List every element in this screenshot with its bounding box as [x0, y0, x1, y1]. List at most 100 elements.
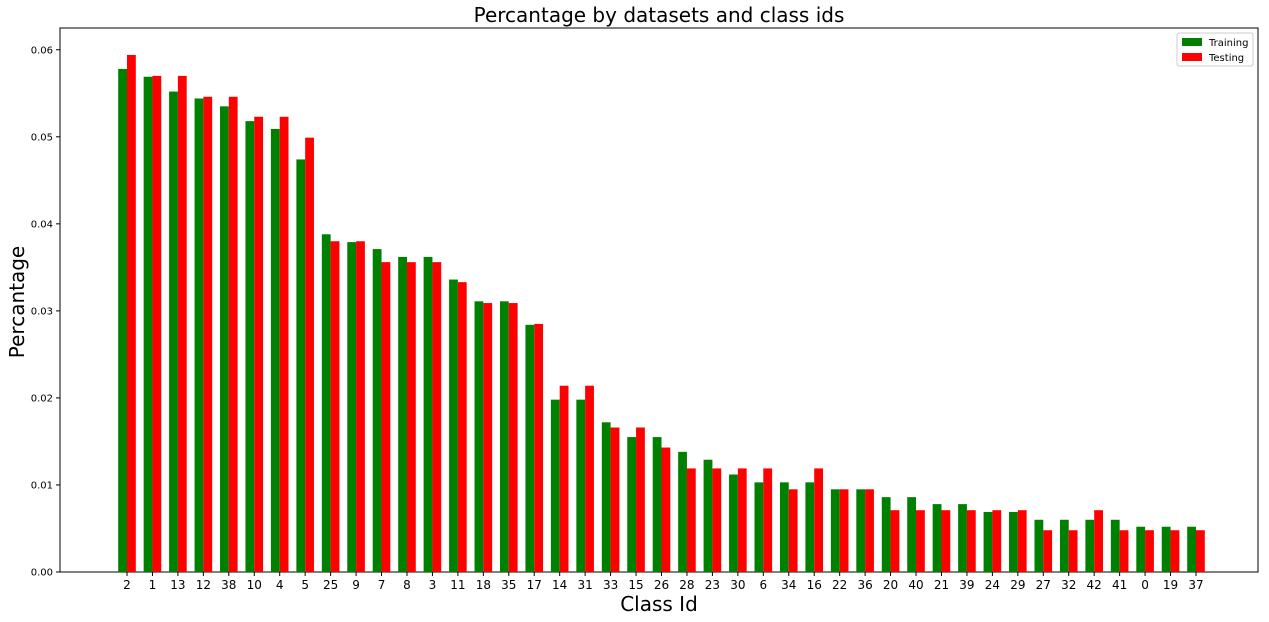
y-tick-label: 0.01	[31, 480, 53, 491]
bar-training-13	[169, 91, 178, 572]
bar-testing-36	[865, 489, 874, 572]
bar-testing-33	[610, 427, 620, 572]
bar-testing-26	[661, 447, 671, 572]
x-tick-label: 15	[628, 578, 643, 592]
x-tick-label: 42	[1087, 578, 1102, 592]
x-tick-label: 3	[429, 578, 437, 592]
bar-training-24	[983, 511, 993, 572]
y-axis-title: Percantage	[5, 246, 29, 358]
y-tick-label: 0.06	[31, 45, 53, 56]
legend-label-testing: Testing	[1208, 53, 1244, 64]
y-tick-label: 0.04	[31, 219, 53, 230]
bar-training-23	[703, 459, 713, 572]
x-tick-label: 22	[832, 578, 847, 592]
bar-training-1	[143, 76, 153, 573]
bar-testing-1	[152, 75, 162, 573]
bar-training-6	[754, 482, 764, 572]
y-tick-label: 0.02	[31, 393, 53, 404]
bar-training-14	[550, 399, 560, 572]
legend-swatch-training	[1182, 38, 1202, 46]
x-tick-label: 12	[196, 578, 211, 592]
x-tick-label: 16	[807, 578, 822, 592]
bar-testing-29	[1017, 510, 1027, 572]
bar-training-20	[881, 497, 891, 572]
bar-testing-11	[457, 282, 467, 572]
y-tick-label: 0.00	[31, 568, 53, 579]
x-tick-label: 38	[221, 578, 236, 592]
x-tick-label: 29	[1010, 578, 1025, 592]
bar-testing-4	[279, 116, 289, 572]
x-tick-label: 28	[679, 578, 694, 592]
bar-testing-2	[127, 54, 136, 573]
legend: Training Testing	[1176, 32, 1254, 67]
bar-training-38	[220, 106, 229, 572]
y-tick-label: 0.03	[31, 306, 53, 317]
bar-training-25	[321, 234, 331, 572]
bar-training-32	[1059, 519, 1069, 572]
bar-testing-0	[1145, 530, 1154, 572]
bar-testing-6	[763, 468, 773, 572]
bar-testing-30	[737, 468, 747, 572]
x-tick-label: 14	[552, 578, 567, 592]
bar-training-31	[576, 399, 586, 572]
x-tick-label: 6	[759, 578, 767, 592]
bar-testing-39	[966, 510, 976, 572]
bar-training-11	[449, 279, 458, 572]
bar-training-42	[1085, 519, 1095, 572]
bar-training-8	[398, 256, 407, 572]
bar-testing-10	[254, 116, 264, 572]
bar-training-12	[194, 98, 204, 572]
bar-testing-9	[356, 241, 365, 572]
bar-training-10	[245, 121, 255, 572]
bar-training-18	[474, 301, 484, 572]
bar-training-27	[1034, 519, 1044, 572]
bar-training-16	[805, 482, 815, 572]
bar-testing-12	[203, 96, 213, 572]
bar-testing-34	[788, 489, 798, 572]
x-tick-label: 19	[1163, 578, 1178, 592]
bar-testing-32	[1068, 530, 1078, 572]
x-tick-label: 30	[730, 578, 745, 592]
bar-training-0	[1136, 526, 1146, 572]
bar-training-35	[499, 301, 509, 572]
legend-label-training: Training	[1208, 38, 1248, 49]
y-tick-label: 0.05	[31, 132, 53, 143]
bar-testing-27	[1043, 530, 1053, 572]
bar-training-21	[932, 504, 942, 572]
bar-training-5	[296, 159, 306, 572]
bar-testing-38	[228, 96, 238, 572]
bar-training-30	[729, 474, 738, 572]
x-tick-label: 0	[1141, 578, 1149, 592]
bar-testing-41	[1119, 530, 1129, 572]
bar-testing-35	[508, 303, 518, 572]
bar-testing-17	[534, 323, 544, 572]
x-tick-label: 4	[276, 578, 284, 592]
bar-training-9	[347, 242, 357, 572]
bar-testing-16	[814, 468, 824, 572]
x-tick-label: 36	[857, 578, 872, 592]
bar-testing-8	[406, 262, 416, 572]
bar-training-33	[601, 422, 611, 572]
bar-training-34	[779, 482, 789, 572]
x-tick-label: 37	[1188, 578, 1203, 592]
x-tick-label: 39	[959, 578, 974, 592]
x-tick-label: 10	[247, 578, 262, 592]
bar-testing-22	[839, 489, 849, 572]
bar-testing-18	[483, 303, 493, 572]
x-tick-label: 40	[908, 578, 923, 592]
bar-testing-15	[636, 427, 645, 572]
x-tick-label: 17	[527, 578, 542, 592]
x-tick-label: 8	[403, 578, 411, 592]
bar-testing-37	[1196, 530, 1205, 572]
x-tick-label: 9	[352, 578, 360, 592]
bar-testing-31	[585, 385, 594, 572]
bar-training-3	[423, 256, 433, 572]
x-tick-label: 7	[378, 578, 386, 592]
bar-testing-23	[712, 468, 722, 572]
x-tick-label: 11	[450, 578, 465, 592]
bar-testing-21	[941, 510, 951, 572]
x-tick-label: 1	[149, 578, 157, 592]
bar-training-4	[270, 128, 280, 572]
bar-training-29	[1009, 511, 1018, 572]
